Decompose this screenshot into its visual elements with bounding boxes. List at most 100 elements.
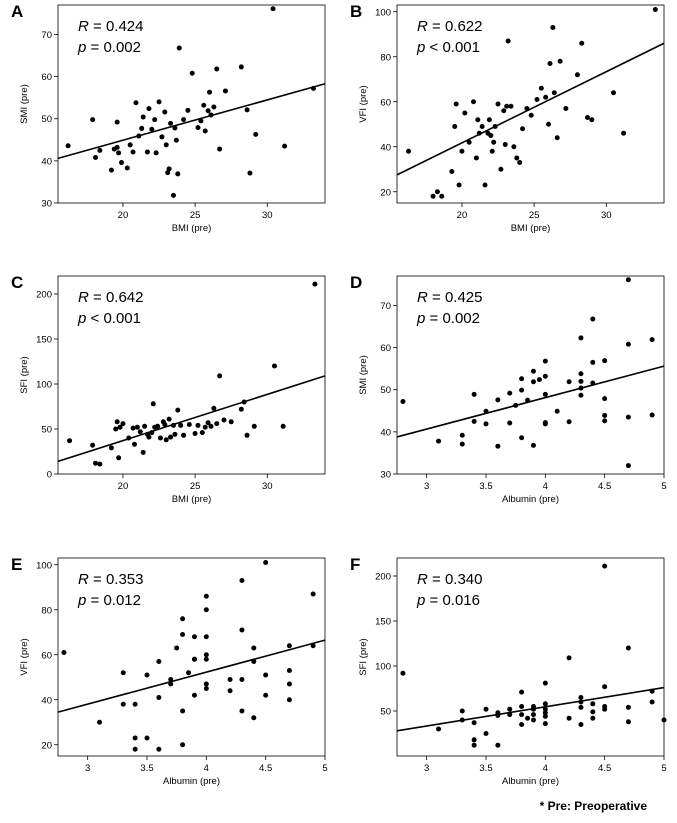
data-point [536,377,542,383]
data-point [566,419,572,425]
data-point [649,688,655,694]
data-point [436,438,442,444]
r-symbol: R [78,571,89,588]
data-point [61,650,67,655]
data-point [133,100,139,106]
y-tick-label: 200 [375,572,391,583]
data-point [578,378,584,384]
data-point [542,713,548,719]
data-point [162,422,168,427]
data-point [130,425,136,431]
r-number: = 0.622 [428,18,483,35]
data-point [176,45,182,51]
data-point [495,710,501,716]
y-tick-label: 50 [380,707,391,718]
data-point [495,101,501,107]
y-tick-label: 60 [380,97,391,108]
data-point [525,397,531,403]
regression-line [396,42,665,176]
y-tick-label: 30 [41,199,52,210]
x-axis-label: BMI (pre) [511,223,551,234]
y-tick-label: 100 [36,380,52,391]
panel-letter: B [350,2,362,21]
data-point [205,420,211,426]
data-point [519,712,525,718]
x-tick-label: 4 [204,763,209,774]
data-point [514,155,520,161]
y-tick-label: 70 [41,30,52,41]
panel-b: B 20 25 30 20 40 60 80 100 BMI (pre) VFI (pre) R = … [350,2,665,234]
data-point [180,742,186,748]
data-point [139,125,145,131]
data-point [602,396,608,402]
data-point [244,107,250,113]
data-point [310,591,316,597]
data-point [191,634,197,640]
data-point [239,708,245,714]
data-point [589,117,595,123]
data-point [566,715,572,721]
x-axis-label: BMI (pre) [172,223,212,234]
data-point [114,419,120,425]
x-tick-label: 3.5 [140,763,153,774]
r-number: = 0.340 [428,571,483,588]
data-point [459,148,465,154]
data-point [649,412,655,418]
footnote: * Pre: Preoperative [539,799,647,813]
y-tick-label: 50 [380,385,391,396]
data-point [202,424,208,430]
y-axis-label: SMI (pre) [19,84,30,124]
data-point [157,435,163,441]
data-point [93,155,99,161]
y-tick-label: 80 [380,52,391,63]
p-number: = 0.012 [86,592,141,609]
data-point [152,117,158,123]
r-number: = 0.424 [89,18,144,35]
data-point [286,668,292,673]
y-tick-label: 20 [41,740,52,751]
data-point [471,720,477,726]
data-point [578,695,584,700]
data-point [590,709,596,715]
data-point [238,406,244,412]
data-point [551,90,557,96]
data-point [173,137,179,143]
data-point [90,442,96,448]
data-point [475,117,481,123]
x-tick-label: 5 [661,763,666,774]
plot-frame [57,275,326,475]
data-point [162,109,168,115]
panel-d: D 3 3.5 4 4.5 5 30 40 50 60 70 Albumin (pre) SMI (pr… [350,273,667,505]
y-tick-label: 80 [41,605,52,616]
data-point [542,391,548,397]
data-point [625,704,631,710]
data-point [199,430,205,436]
data-point [649,337,655,343]
data-point [271,363,277,369]
data-point [136,133,142,139]
data-point [186,422,192,427]
x-tick-label: 5 [322,763,327,774]
data-point [470,99,476,105]
data-point [244,432,250,438]
y-tick-label: 70 [380,301,391,312]
x-tick-label: 25 [190,210,201,221]
data-point [621,130,627,136]
p-value: p = 0.012 [77,592,141,609]
data-point [625,277,631,283]
data-point [625,341,631,347]
data-point [508,103,514,109]
data-point [578,385,584,391]
data-point [132,701,138,707]
data-point [180,708,186,714]
data-point [452,124,458,129]
data-point [578,371,584,377]
x-tick-label: 4.5 [598,481,611,492]
data-point [146,434,152,440]
r-value: R = 0.425 [417,289,482,306]
data-point [140,449,146,455]
data-point [579,40,585,46]
data-point [203,652,209,658]
y-tick-label: 40 [41,156,52,167]
data-point [602,704,608,709]
